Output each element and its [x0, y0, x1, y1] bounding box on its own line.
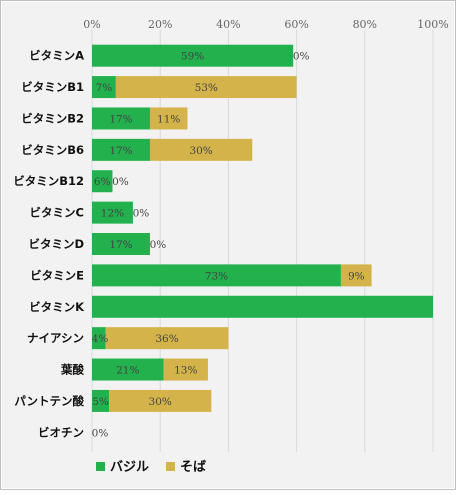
x-tick-label: 0%: [83, 18, 100, 31]
legend-swatch: [96, 462, 105, 471]
x-axis-ticks: 0% 20% 40% 60% 80% 100%: [83, 18, 448, 31]
x-tick-label: 80%: [353, 18, 377, 31]
data-label: 13%: [174, 365, 197, 377]
data-label: 11%: [157, 113, 180, 125]
category-label: 葉酸: [60, 363, 84, 377]
data-label: 12%: [101, 208, 124, 220]
bar-basil: [92, 44, 294, 67]
category-label: ビタミンB1: [21, 80, 84, 94]
legend-label: そば: [180, 460, 206, 475]
category-label: ビタミンA: [29, 49, 84, 63]
bar-basil: [92, 327, 106, 350]
data-label: 30%: [149, 396, 172, 408]
legend-label: バジル: [110, 460, 149, 475]
category-label: ビタミンC: [30, 206, 84, 220]
data-label: 4%: [92, 333, 109, 345]
x-tick-label: 40%: [216, 18, 240, 31]
category-label: ビタミンB2: [21, 111, 84, 125]
data-label: 21%: [116, 365, 139, 377]
bar-soba: [149, 138, 253, 161]
category-label: パントテン酸: [14, 394, 84, 408]
data-label: 0%: [112, 176, 129, 188]
category-label: ビタミンD: [28, 237, 84, 251]
data-label: 53%: [195, 82, 218, 94]
data-label: 36%: [155, 333, 178, 345]
data-label: 5%: [92, 396, 109, 408]
bar-soba: [340, 264, 372, 287]
bar-soba: [149, 107, 188, 130]
data-label: 0%: [150, 239, 167, 251]
data-label: 6%: [94, 176, 111, 188]
data-label: 9%: [348, 270, 365, 282]
category-label: ビタミンK: [29, 300, 85, 314]
bar-soba: [163, 358, 208, 381]
category-label: ビタミンB12: [13, 174, 84, 188]
data-label: 0%: [92, 427, 109, 439]
x-tick-label: 20%: [148, 18, 172, 31]
category-label: ビオチン: [38, 425, 84, 439]
bar-basil: [92, 138, 150, 161]
grid-layer: [91, 30, 434, 452]
category-label: ビタミンB6: [21, 143, 84, 157]
x-tick-label: 100%: [417, 18, 448, 31]
data-label: 59%: [181, 51, 204, 63]
bar-basil: [92, 201, 133, 224]
category-labels: ビタミンA ビタミンB1 ビタミンB2 ビタミンB6 ビタミンB12 ビタミンC ビタミンD…: [13, 49, 85, 440]
bar-basil: [92, 107, 150, 130]
legend-swatch: [166, 462, 175, 471]
bar-basil: [92, 233, 150, 255]
x-tick-label: 60%: [284, 18, 308, 31]
bar-basil: [92, 76, 116, 99]
bar-basil: [92, 295, 433, 318]
data-label: 17%: [109, 113, 132, 125]
data-label: 7%: [96, 82, 113, 94]
data-label: 73%: [205, 270, 228, 282]
bar-basil: [92, 389, 110, 412]
bars: [92, 44, 433, 412]
bar-soba: [109, 389, 212, 412]
bar-basil: [92, 170, 113, 193]
data-label: 17%: [109, 239, 132, 251]
data-label: 0%: [293, 51, 310, 63]
data-label: 30%: [189, 145, 212, 157]
legend: バジル そば: [96, 460, 206, 475]
bar-soba: [105, 327, 229, 350]
bar-basil: [92, 358, 164, 381]
bar-soba: [115, 76, 297, 99]
category-label: ビタミンE: [30, 268, 84, 282]
data-labels: 59% 0%7% 53%17% 11%17% 30%6% 0%12% 0%17% 0%73% 9…: [92, 51, 365, 440]
bar-basil: [92, 264, 341, 287]
data-label: 17%: [109, 145, 132, 157]
data-label: 0%: [133, 208, 150, 220]
category-label: ナイアシン: [27, 331, 84, 345]
